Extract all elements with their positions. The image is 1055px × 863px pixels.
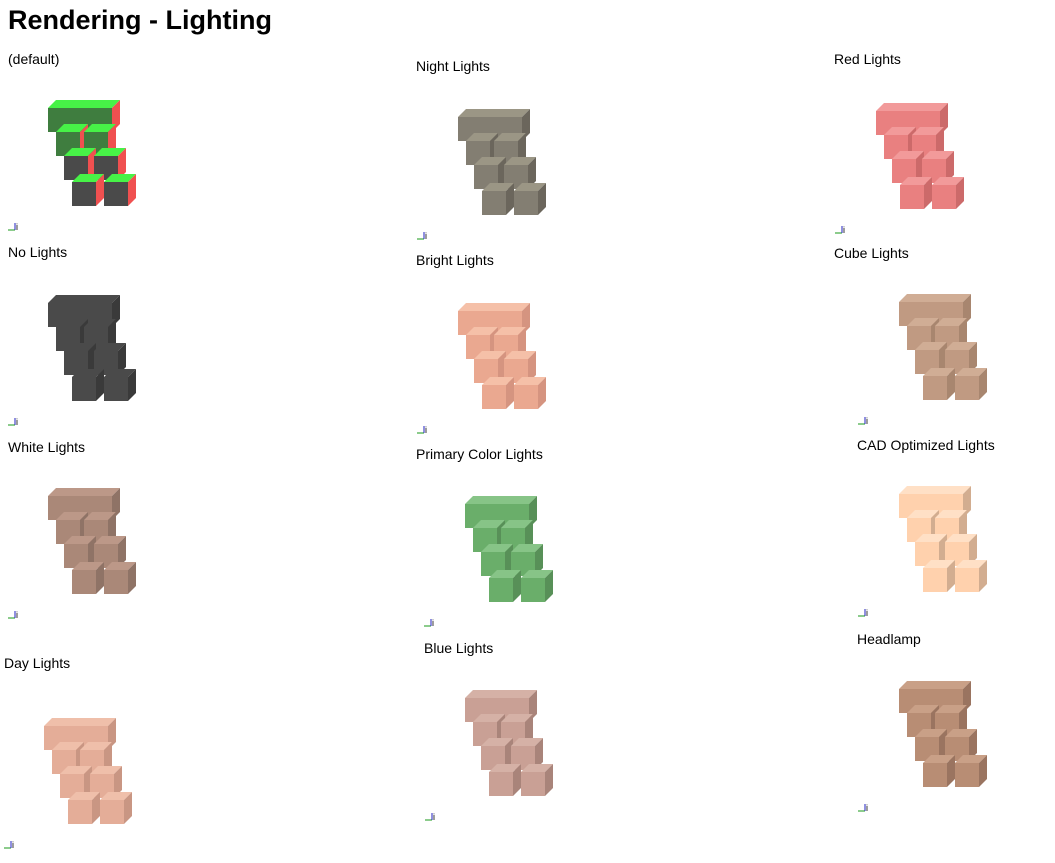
- cube: [521, 764, 553, 796]
- cube: [72, 562, 104, 594]
- cube-scene-day-lights[interactable]: [28, 714, 168, 854]
- cell-label-bright-lights: Bright Lights: [416, 252, 494, 268]
- cube: [482, 377, 514, 409]
- cube: [923, 368, 955, 400]
- cube: [489, 764, 521, 796]
- cube: [72, 369, 104, 401]
- axis-triad: i: [424, 810, 440, 822]
- cube: [955, 560, 987, 592]
- cube-cluster: [48, 100, 136, 206]
- cube-cluster: [899, 294, 987, 400]
- axis-label: i: [425, 425, 427, 435]
- cube: [923, 755, 955, 787]
- cube: [68, 792, 100, 824]
- axis-triad: i: [3, 838, 19, 850]
- cube: [104, 369, 136, 401]
- axis-triad: i: [7, 415, 23, 427]
- cube-scene-cad-optimized-lights[interactable]: [883, 482, 1023, 622]
- axis-triad: i: [416, 423, 432, 435]
- axis-label: i: [12, 840, 14, 850]
- axis-label: i: [16, 417, 18, 427]
- cube: [900, 177, 932, 209]
- cube: [489, 570, 521, 602]
- axis-label: i: [432, 618, 434, 628]
- cube-cluster: [458, 109, 546, 215]
- cube: [104, 562, 136, 594]
- cube-scene-bright-lights[interactable]: [442, 299, 582, 439]
- cell-label-white-lights: White Lights: [8, 439, 86, 455]
- cube: [100, 792, 132, 824]
- cube: [955, 368, 987, 400]
- axis-triad: i: [857, 414, 873, 426]
- cell-label-day-lights: Day Lights: [4, 655, 71, 671]
- cube: [104, 174, 136, 206]
- cube: [514, 377, 546, 409]
- cell-label-cube-lights: Cube Lights: [834, 245, 909, 261]
- axis-label: i: [843, 225, 845, 235]
- page-title: Rendering - Lighting: [8, 5, 272, 35]
- cube-cluster: [48, 295, 136, 401]
- axis-triad: i: [834, 223, 850, 235]
- cell-label-headlamp: Headlamp: [857, 631, 921, 647]
- cube-cluster: [465, 496, 553, 602]
- cube: [521, 570, 553, 602]
- axis-triad: i: [423, 616, 439, 628]
- cube-cluster: [465, 690, 553, 796]
- cell-label-red-lights: Red Lights: [834, 51, 901, 67]
- cube-scene-primary-color-lights[interactable]: [449, 492, 589, 632]
- cube-cluster: [899, 486, 987, 592]
- cube-scene-blue-lights[interactable]: [449, 686, 589, 826]
- cube-scene-red-lights[interactable]: [860, 99, 1000, 239]
- cube-scene-headlamp[interactable]: [883, 677, 1023, 817]
- cube: [514, 183, 546, 215]
- cell-label-no-lights: No Lights: [8, 244, 68, 260]
- cube: [482, 183, 514, 215]
- axis-label: i: [16, 222, 18, 232]
- axis-triad: i: [7, 220, 23, 232]
- axis-triad: i: [7, 608, 23, 620]
- cube: [923, 560, 955, 592]
- axis-label: i: [866, 803, 868, 813]
- cell-label-default: (default): [8, 51, 60, 67]
- axis-triad: i: [857, 801, 873, 813]
- cube-scene-no-lights[interactable]: [32, 291, 172, 431]
- cube: [922, 151, 954, 183]
- cube-scene-cube-lights[interactable]: [883, 290, 1023, 430]
- axis-triad: i: [857, 606, 873, 618]
- cube-scene-night-lights[interactable]: [442, 105, 582, 245]
- cell-label-night-lights: Night Lights: [416, 58, 490, 74]
- axis-label: i: [433, 812, 435, 822]
- cube-cluster: [48, 488, 136, 594]
- axis-label: i: [866, 416, 868, 426]
- cube: [932, 177, 964, 209]
- cube-cluster: [876, 103, 964, 209]
- axis-triad: i: [416, 229, 432, 241]
- axis-label: i: [866, 608, 868, 618]
- cell-label-blue-lights: Blue Lights: [424, 640, 494, 656]
- cube-scene-white-lights[interactable]: [32, 484, 172, 624]
- cube: [72, 174, 104, 206]
- cube: [955, 755, 987, 787]
- cell-label-primary-color-lights: Primary Color Lights: [416, 446, 543, 462]
- cube-cluster: [458, 303, 546, 409]
- axis-label: i: [16, 610, 18, 620]
- cube-cluster: [44, 718, 132, 824]
- cell-label-cad-optimized-lights: CAD Optimized Lights: [857, 437, 995, 453]
- axis-label: i: [425, 231, 427, 241]
- cube-cluster: [899, 681, 987, 787]
- cube-scene-default[interactable]: [32, 96, 172, 236]
